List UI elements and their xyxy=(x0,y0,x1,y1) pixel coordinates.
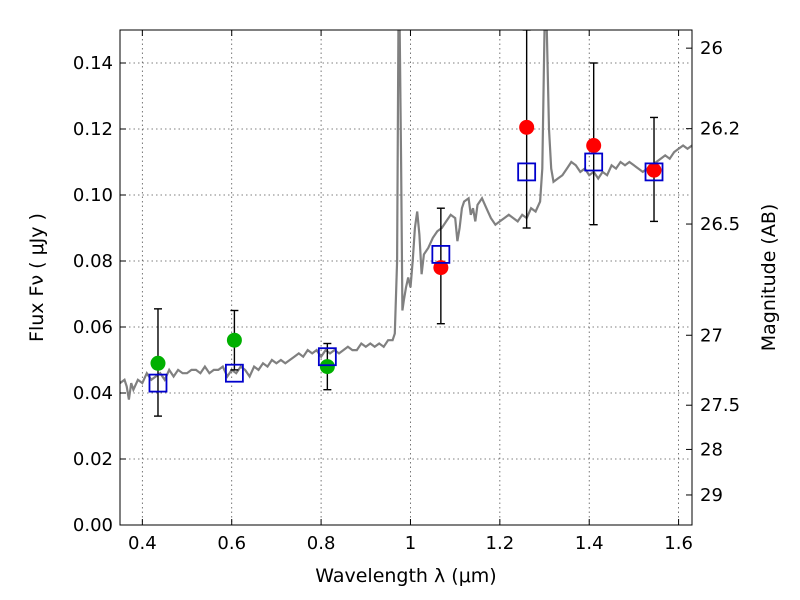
right-tick-label: 26.5 xyxy=(700,214,740,235)
right-tick-label: 26 xyxy=(700,38,723,59)
y-axis-label: Flux Fν ( μJy ) xyxy=(26,213,48,342)
y-tick-label: 0.04 xyxy=(73,383,113,404)
observed-nir-point xyxy=(519,119,535,135)
right-tick-label: 28 xyxy=(700,439,723,460)
model-photometry-box xyxy=(584,152,604,172)
model-photometry-box xyxy=(317,347,337,367)
right-tick-label: 29 xyxy=(700,485,723,506)
model-photometry-box xyxy=(224,363,244,383)
x-tick-label: 1.6 xyxy=(664,533,693,554)
observed-optical-point xyxy=(319,359,335,375)
right-tick-label: 27 xyxy=(700,325,723,346)
y-tick-label: 0.08 xyxy=(73,251,113,272)
y-tick-label: 0.02 xyxy=(73,449,113,470)
grid xyxy=(120,30,692,525)
model-photometry-box xyxy=(517,162,537,182)
x-tick-label: 0.6 xyxy=(217,533,246,554)
y-tick-label: 0.10 xyxy=(73,185,113,206)
right-axis-label: Magnitude (AB) xyxy=(758,204,780,352)
model-photometry-box xyxy=(644,162,664,182)
tick-labels: 0.4 0.6 0.8 1 1.2 1.4 1.6 0.00 0.02 0.04 0.06 0.08 0… xyxy=(73,38,740,554)
x-tick-label: 1.4 xyxy=(575,533,604,554)
right-tick-label: 26.2 xyxy=(700,119,740,140)
observed-optical-point xyxy=(226,332,242,348)
observed-nir-points xyxy=(433,119,662,276)
y-tick-label: 0.14 xyxy=(73,53,113,74)
plot-frame xyxy=(119,29,693,526)
x-tick-label: 0.8 xyxy=(307,533,336,554)
model-photometry-box xyxy=(148,373,168,393)
x-tick-label: 1 xyxy=(405,533,416,554)
x-tick-label: 0.4 xyxy=(128,533,157,554)
x-tick-label: 1.2 xyxy=(486,533,515,554)
observed-optical-point xyxy=(150,355,166,371)
model-photometry-boxes xyxy=(148,152,664,393)
observed-nir-point xyxy=(586,138,602,153)
axis-ticks xyxy=(120,30,692,526)
error-bars xyxy=(153,30,659,417)
y-tick-label: 0.00 xyxy=(73,515,113,536)
observed-nir-point xyxy=(646,162,662,178)
model-spectrum-line xyxy=(120,30,692,400)
right-tick-label: 27.5 xyxy=(700,395,740,416)
y-tick-label: 0.06 xyxy=(73,317,113,338)
model-photometry-box xyxy=(431,244,451,264)
x-axis-label: Wavelength λ (μm) xyxy=(315,565,496,587)
observed-optical-points xyxy=(150,332,335,375)
y-tick-label: 0.12 xyxy=(73,119,113,140)
observed-nir-point xyxy=(433,260,449,276)
